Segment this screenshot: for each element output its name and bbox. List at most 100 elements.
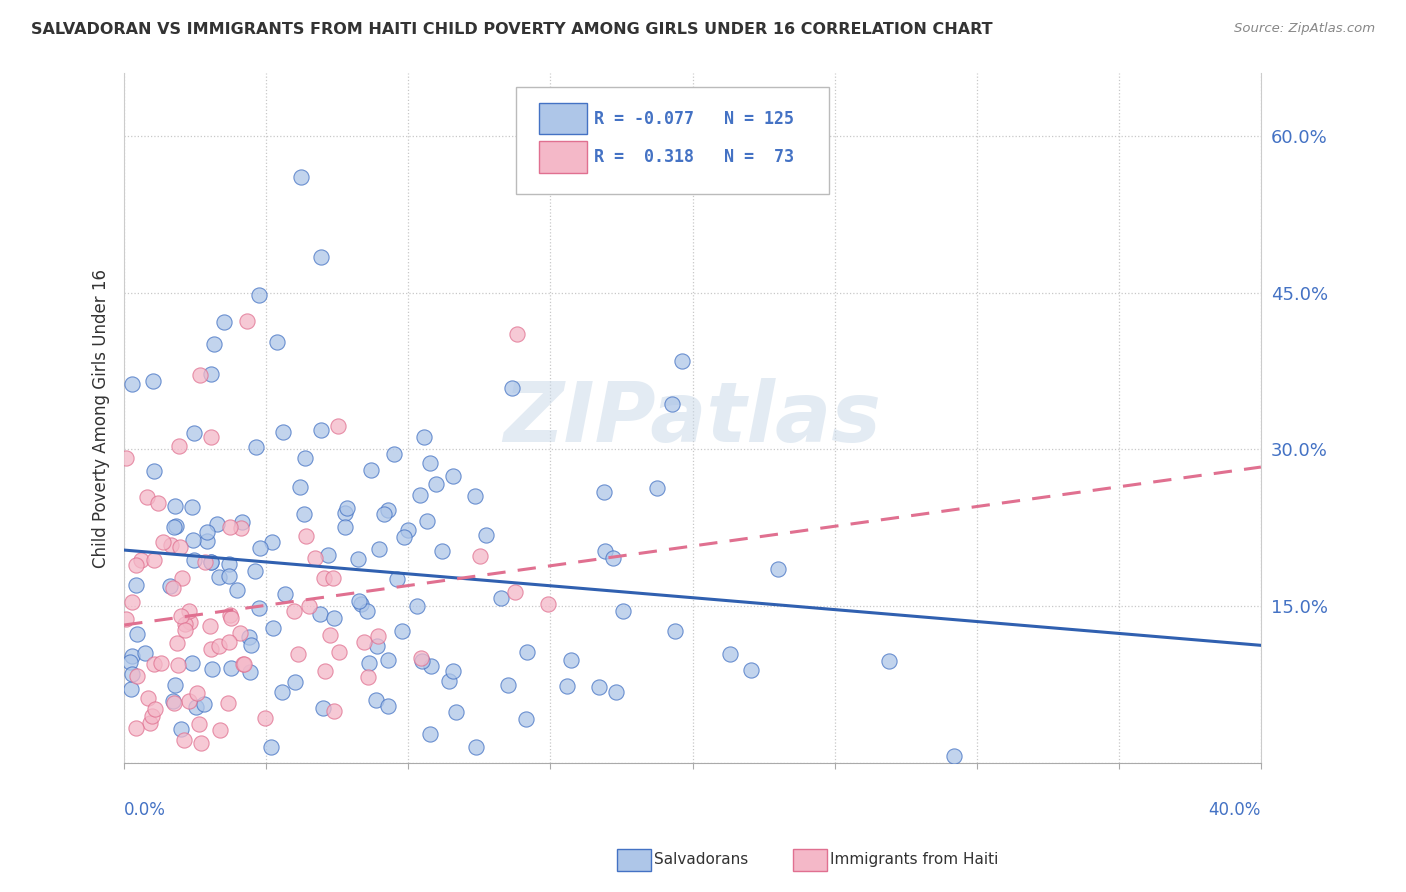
Point (612, 604, 634, 618)
Point (292, 507, 315, 521)
Point (202, 337, 225, 351)
Point (152, 535, 174, 549)
Point (180, 656, 202, 670)
Point (419, 658, 441, 673)
Point (143, 702, 166, 716)
Point (198, 619, 221, 633)
Point (942, 749, 965, 764)
Point (271, 685, 294, 699)
Point (357, 670, 380, 684)
Point (169, 540, 191, 554)
Point (349, 594, 371, 608)
Point (396, 524, 419, 538)
Point (498, 678, 520, 692)
Point (503, 585, 526, 599)
Point (232, 657, 254, 671)
Point (167, 439, 190, 453)
Point (318, 628, 340, 642)
Point (195, 533, 218, 548)
Point (312, 571, 335, 585)
Point (121, 595, 143, 609)
Point (179, 615, 201, 630)
Point (368, 541, 391, 556)
Point (768, 562, 790, 576)
Point (135, 490, 157, 504)
Point (121, 377, 143, 392)
Point (335, 520, 357, 534)
Point (186, 700, 208, 714)
Point (181, 533, 204, 547)
Text: Immigrants from Haiti: Immigrants from Haiti (830, 853, 998, 867)
Point (391, 624, 413, 638)
Point (516, 645, 538, 659)
Point (356, 605, 378, 619)
Point (273, 587, 295, 601)
Point (377, 653, 399, 667)
Point (382, 447, 405, 461)
Point (226, 583, 249, 598)
Point (537, 597, 560, 611)
Text: ZIPatlas: ZIPatlas (503, 377, 882, 458)
Point (127, 627, 149, 641)
Point (593, 544, 616, 558)
Point (287, 647, 309, 661)
Point (218, 557, 240, 571)
Point (209, 723, 232, 737)
Point (188, 717, 211, 731)
Point (195, 524, 218, 539)
Point (322, 571, 344, 585)
Point (373, 507, 395, 521)
Point (238, 630, 260, 644)
Point (322, 611, 344, 625)
Point (262, 621, 284, 635)
Point (465, 740, 488, 755)
Point (377, 503, 399, 517)
Point (218, 569, 240, 583)
Text: 0.0%: 0.0% (124, 801, 166, 819)
Point (179, 604, 201, 618)
Point (170, 609, 193, 624)
Point (125, 558, 148, 573)
Point (309, 423, 332, 437)
Point (515, 713, 537, 727)
Point (418, 456, 440, 470)
Point (411, 654, 433, 668)
Text: R =  0.318   N =  73: R = 0.318 N = 73 (593, 148, 793, 166)
Point (218, 520, 240, 534)
Point (360, 463, 382, 477)
Point (120, 655, 142, 669)
Point (208, 639, 231, 653)
Point (217, 696, 239, 710)
Point (186, 686, 208, 700)
Point (238, 665, 260, 679)
Point (273, 425, 295, 439)
Point (162, 582, 184, 596)
Point (290, 480, 312, 494)
Y-axis label: Child Poverty Among Girls Under 16: Child Poverty Among Girls Under 16 (93, 268, 110, 567)
Point (283, 604, 305, 618)
Point (201, 662, 224, 676)
Point (141, 708, 163, 723)
Point (173, 617, 195, 632)
Text: 40.0%: 40.0% (1209, 801, 1261, 819)
Point (194, 556, 217, 570)
Point (336, 501, 359, 516)
Point (290, 170, 312, 185)
FancyBboxPatch shape (538, 141, 586, 173)
Point (409, 488, 432, 502)
Point (605, 684, 627, 698)
Point (219, 608, 242, 623)
Point (328, 645, 350, 659)
Point (212, 314, 235, 328)
Point (260, 739, 283, 754)
Text: SALVADORAN VS IMMIGRANTS FROM HAITI CHILD POVERTY AMONG GIRLS UNDER 16 CORRELATI: SALVADORAN VS IMMIGRANTS FROM HAITI CHIL… (31, 22, 993, 37)
Point (207, 516, 229, 531)
Text: Source: ZipAtlas.com: Source: ZipAtlas.com (1234, 22, 1375, 36)
Point (125, 669, 148, 683)
Point (219, 611, 242, 625)
Point (129, 552, 152, 566)
Point (367, 629, 389, 643)
Point (200, 642, 222, 657)
Point (173, 623, 195, 637)
Point (115, 450, 138, 465)
